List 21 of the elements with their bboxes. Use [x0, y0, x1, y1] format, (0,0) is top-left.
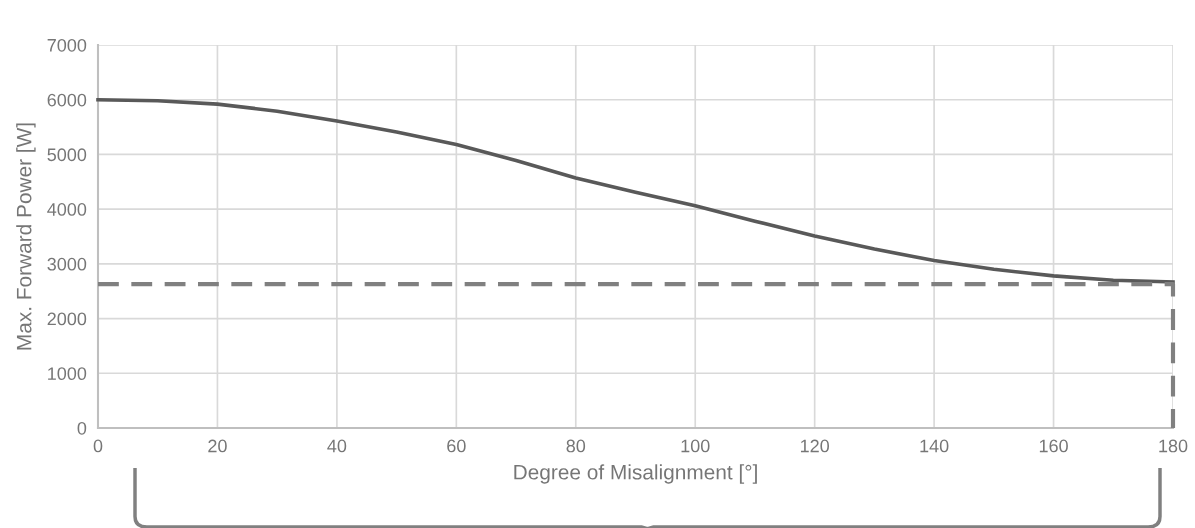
y-tick-label: 3000 — [47, 257, 87, 271]
x-tick-label: 80 — [566, 439, 586, 453]
y-tick-label: 1000 — [48, 367, 87, 381]
x-tick-label: 160 — [1039, 439, 1068, 453]
x-tick-label: 0 — [93, 439, 103, 453]
y-tick-label: 4000 — [47, 203, 87, 216]
x-tick-label: 60 — [447, 439, 466, 453]
y-tick-label: 7000 — [47, 38, 87, 52]
x-tick-label: 140 — [920, 439, 949, 453]
x-tick-label: 20 — [208, 439, 227, 453]
x-tick-label: 40 — [327, 439, 347, 453]
line-series — [96, 97, 1175, 284]
y-tick-label: 5000 — [47, 148, 87, 162]
x-tick-label: 180 — [1159, 439, 1188, 453]
x-axis-title: Degree of Misalignment [°] — [514, 464, 757, 484]
y-tick-label: 6000 — [47, 93, 87, 107]
x-tick-label: 100 — [681, 439, 710, 453]
y-axis-title: Max. Forward Power [W] — [16, 123, 36, 350]
y-tick-label: 0 — [77, 421, 87, 435]
x-tick-label: 120 — [800, 439, 830, 453]
y-tick-label: 2000 — [47, 312, 87, 326]
